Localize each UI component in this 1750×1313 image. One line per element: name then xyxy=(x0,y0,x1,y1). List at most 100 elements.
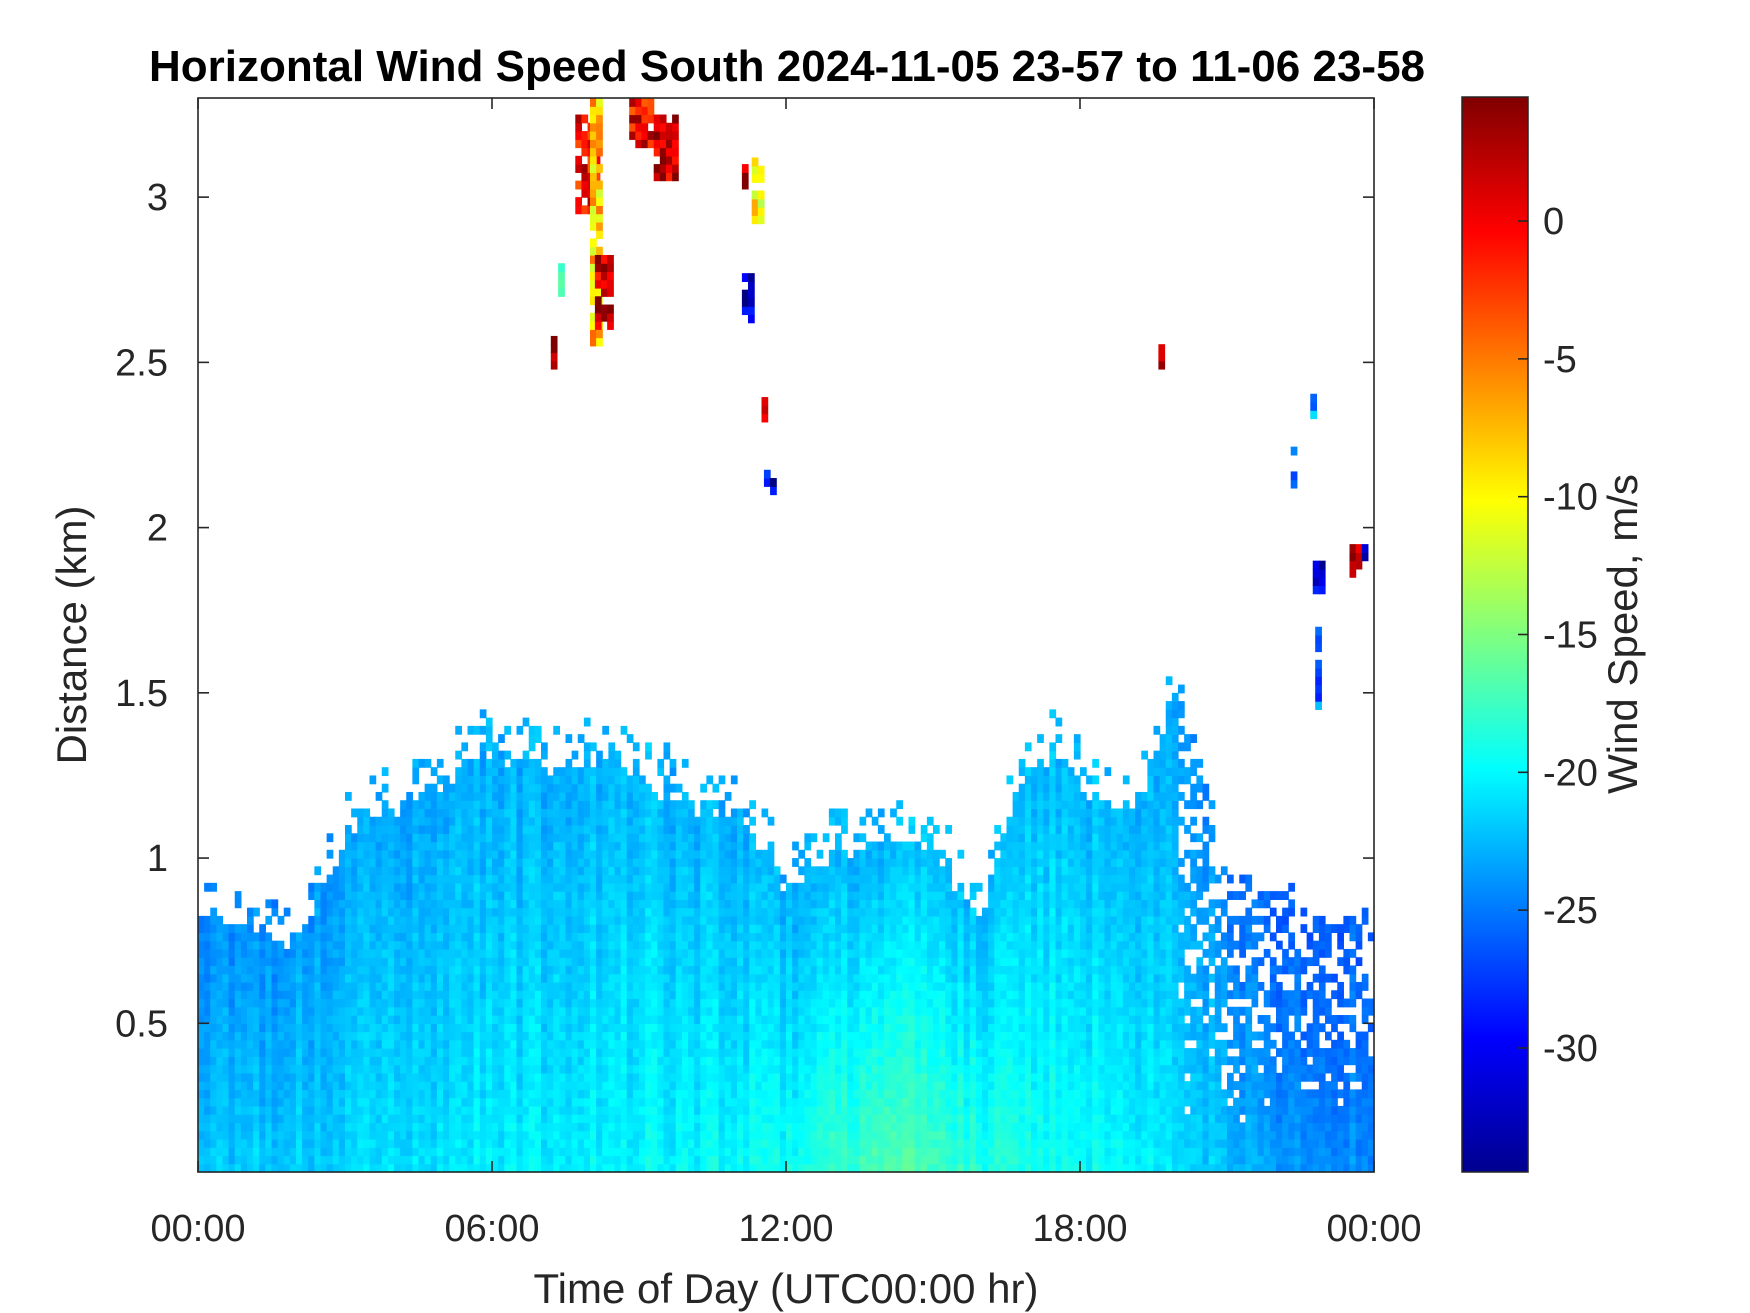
heatmap-cell xyxy=(786,1015,793,1024)
heatmap-cell xyxy=(645,1056,652,1066)
heatmap-cell xyxy=(608,973,616,983)
heatmap-cell xyxy=(253,965,260,975)
heatmap-cell xyxy=(240,1072,248,1082)
heatmap-cell xyxy=(896,1089,903,1099)
heatmap-cell xyxy=(253,1031,260,1041)
heatmap-cell xyxy=(779,965,787,975)
heatmap-cell xyxy=(406,882,413,892)
heatmap-cell xyxy=(669,882,677,892)
heatmap-cell xyxy=(547,833,554,843)
heatmap-cell xyxy=(541,998,548,1008)
heatmap-cell xyxy=(504,1147,511,1157)
heatmap-cell xyxy=(632,957,640,967)
heatmap-cell xyxy=(590,800,597,810)
heatmap-cell xyxy=(547,1064,554,1074)
heatmap-cell xyxy=(816,948,824,958)
heatmap-cell xyxy=(253,932,260,942)
heatmap-cell xyxy=(663,791,671,801)
heatmap-cell xyxy=(296,1056,303,1066)
heatmap-cell xyxy=(351,998,358,1008)
heatmap-cell xyxy=(626,1130,634,1140)
heatmap-cell xyxy=(326,940,334,950)
heatmap-cell xyxy=(234,1015,242,1024)
heatmap-cell xyxy=(620,915,628,925)
heatmap-cell xyxy=(216,1163,224,1173)
heatmap-cell xyxy=(467,998,475,1008)
heatmap-cell xyxy=(492,965,499,975)
heatmap-cell xyxy=(400,957,407,967)
heatmap-cell xyxy=(265,990,273,1000)
heatmap-cell xyxy=(645,1039,652,1049)
heatmap-cell xyxy=(302,973,309,983)
heatmap-cell xyxy=(871,973,879,983)
heatmap-cell xyxy=(553,1138,560,1148)
heatmap-cell xyxy=(632,816,640,826)
heatmap-cell xyxy=(871,998,879,1008)
heatmap-cell xyxy=(792,858,799,867)
heatmap-cell xyxy=(743,1122,750,1132)
heatmap-cell xyxy=(688,973,695,983)
heatmap-cell xyxy=(424,816,432,826)
heatmap-cell xyxy=(363,998,371,1008)
heatmap-cell xyxy=(657,1155,665,1165)
heatmap-cell xyxy=(608,965,616,975)
heatmap-cell xyxy=(571,800,579,810)
heatmap-cell xyxy=(614,1097,622,1107)
heatmap-cell xyxy=(810,1155,818,1165)
heatmap-cell xyxy=(436,891,444,900)
heatmap-cell xyxy=(234,948,242,958)
heatmap-cell xyxy=(418,899,426,909)
heatmap-cell xyxy=(657,924,665,934)
heatmap-cell xyxy=(528,791,536,801)
heatmap-cell xyxy=(381,1048,389,1057)
heatmap-cell xyxy=(688,1031,695,1041)
heatmap-cell xyxy=(663,1039,671,1049)
heatmap-cell xyxy=(822,866,830,876)
heatmap-cell xyxy=(449,998,456,1008)
heatmap-cell xyxy=(798,882,805,892)
heatmap-cell xyxy=(847,940,854,950)
heatmap-cell xyxy=(828,882,836,892)
heatmap-cell xyxy=(602,1048,609,1057)
heatmap-cell xyxy=(877,1114,885,1124)
heatmap-cell xyxy=(485,758,493,768)
heatmap-cell xyxy=(749,1138,756,1148)
heatmap-cell xyxy=(516,1031,524,1041)
heatmap-cell xyxy=(418,874,426,884)
heatmap-cell xyxy=(394,907,401,917)
heatmap-cell xyxy=(651,1138,658,1148)
heatmap-cell xyxy=(871,899,879,909)
heatmap-cell xyxy=(302,948,309,958)
heatmap-cell xyxy=(632,849,640,859)
heatmap-cell xyxy=(614,981,622,991)
heatmap-cell xyxy=(761,1081,769,1090)
heatmap-cell xyxy=(663,990,671,1000)
heatmap-cell xyxy=(553,1039,560,1049)
heatmap-cell xyxy=(479,783,487,793)
heatmap-cell xyxy=(406,1039,413,1049)
heatmap-cell xyxy=(835,998,842,1008)
heatmap-cell xyxy=(639,816,646,826)
heatmap-cell xyxy=(461,800,469,810)
heatmap-cell xyxy=(743,940,750,950)
heatmap-cell xyxy=(492,1130,499,1140)
heatmap-cell xyxy=(565,948,573,958)
heatmap-cell xyxy=(516,1163,524,1173)
heatmap-cell xyxy=(504,750,511,760)
heatmap-cell xyxy=(877,1031,885,1041)
heatmap-cell xyxy=(724,990,732,1000)
heatmap-cell xyxy=(271,1105,279,1115)
heatmap-cell xyxy=(283,1081,291,1090)
heatmap-cell xyxy=(259,1138,266,1148)
heatmap-cell xyxy=(222,990,230,1000)
heatmap-cell xyxy=(436,1155,444,1165)
heatmap-cell xyxy=(608,907,616,917)
heatmap-cell xyxy=(443,800,450,810)
heatmap-cell xyxy=(804,924,812,934)
heatmap-cell xyxy=(773,874,781,884)
heatmap-cell xyxy=(743,973,750,983)
heatmap-cell xyxy=(626,791,634,801)
heatmap-cell xyxy=(234,1114,242,1124)
heatmap-cell xyxy=(479,775,487,785)
heatmap-cell xyxy=(896,800,903,810)
